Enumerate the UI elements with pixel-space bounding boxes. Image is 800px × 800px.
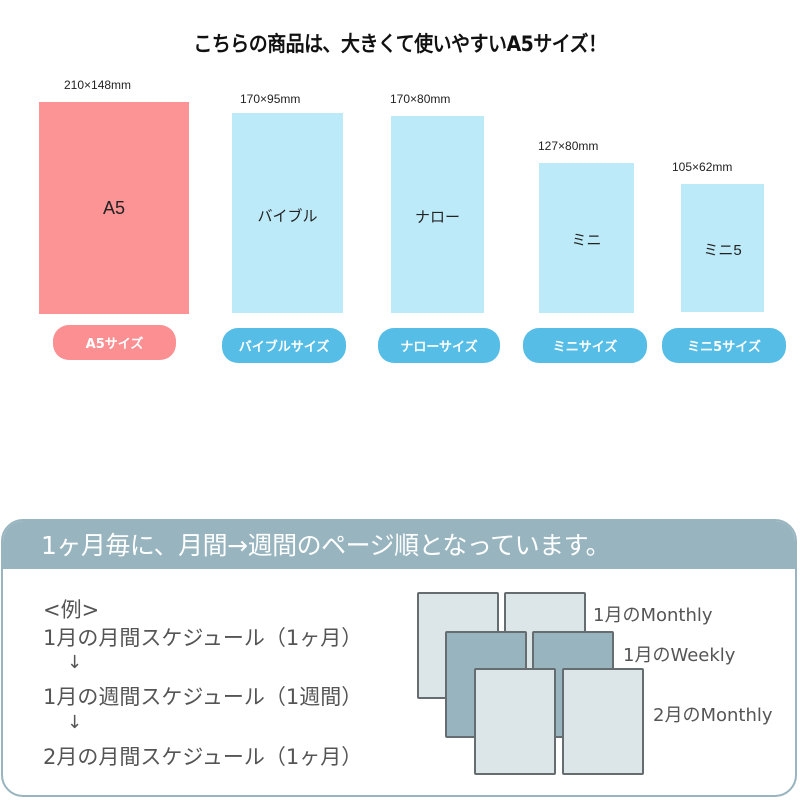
example-line-2: 1月の週間スケジュール（1週間） xyxy=(43,685,363,709)
size-pill-narrow: ナローサイズ xyxy=(378,328,500,363)
size-dimension-mini: 127×80mm xyxy=(538,139,599,153)
page-label-feb-monthly: 2月のMonthly xyxy=(653,705,773,726)
size-card-label: ミニ5 xyxy=(703,242,742,259)
size-card-bible: バイブル xyxy=(232,113,343,313)
down-arrow-icon: ↓ xyxy=(67,712,83,733)
size-pill-bible: バイブルサイズ xyxy=(222,328,346,363)
size-card-label: ナロー xyxy=(414,209,460,226)
size-card-label: バイブル xyxy=(257,208,318,225)
size-pill-mini5: ミニ5サイズ xyxy=(662,328,786,363)
page-order-panel: 1ヶ月毎に、月間→週間のページ順となっています。 <例> 1月の月間スケジュール… xyxy=(1,519,797,797)
page-label-jan-weekly: 1月のWeekly xyxy=(623,645,736,666)
page-order-header: 1ヶ月毎に、月間→週間のページ順となっています。 xyxy=(3,521,795,569)
size-card-a5: A5 xyxy=(39,102,189,314)
page-title: こちらの商品は、大きくて使いやすいA5サイズ！ xyxy=(193,32,607,56)
example-label: <例> xyxy=(43,598,100,622)
page-label-jan-monthly: 1月のMonthly xyxy=(593,605,713,626)
size-card-narrow: ナロー xyxy=(391,116,484,313)
size-card-mini5: ミニ5 xyxy=(681,184,764,312)
page-icon-feb-monthly-left xyxy=(474,668,556,775)
size-card-label: A5 xyxy=(102,198,126,218)
size-dimension-narrow: 170×80mm xyxy=(390,92,451,106)
size-pill-a5: A5サイズ xyxy=(53,325,176,360)
size-dimension-a5: 210×148mm xyxy=(64,78,132,92)
size-dimension-mini5: 105×62mm xyxy=(672,160,733,174)
example-line-1: 1月の月間スケジュール（1ヶ月） xyxy=(43,626,363,650)
size-pill-mini: ミニサイズ xyxy=(523,328,647,363)
page-icon-feb-monthly-right xyxy=(562,668,644,775)
size-dimension-bible: 170×95mm xyxy=(240,92,301,106)
size-card-label: ミニ xyxy=(571,232,602,249)
size-card-mini: ミニ xyxy=(539,163,634,313)
example-line-3: 2月の月間スケジュール（1ヶ月） xyxy=(43,745,363,769)
down-arrow-icon: ↓ xyxy=(67,652,83,673)
